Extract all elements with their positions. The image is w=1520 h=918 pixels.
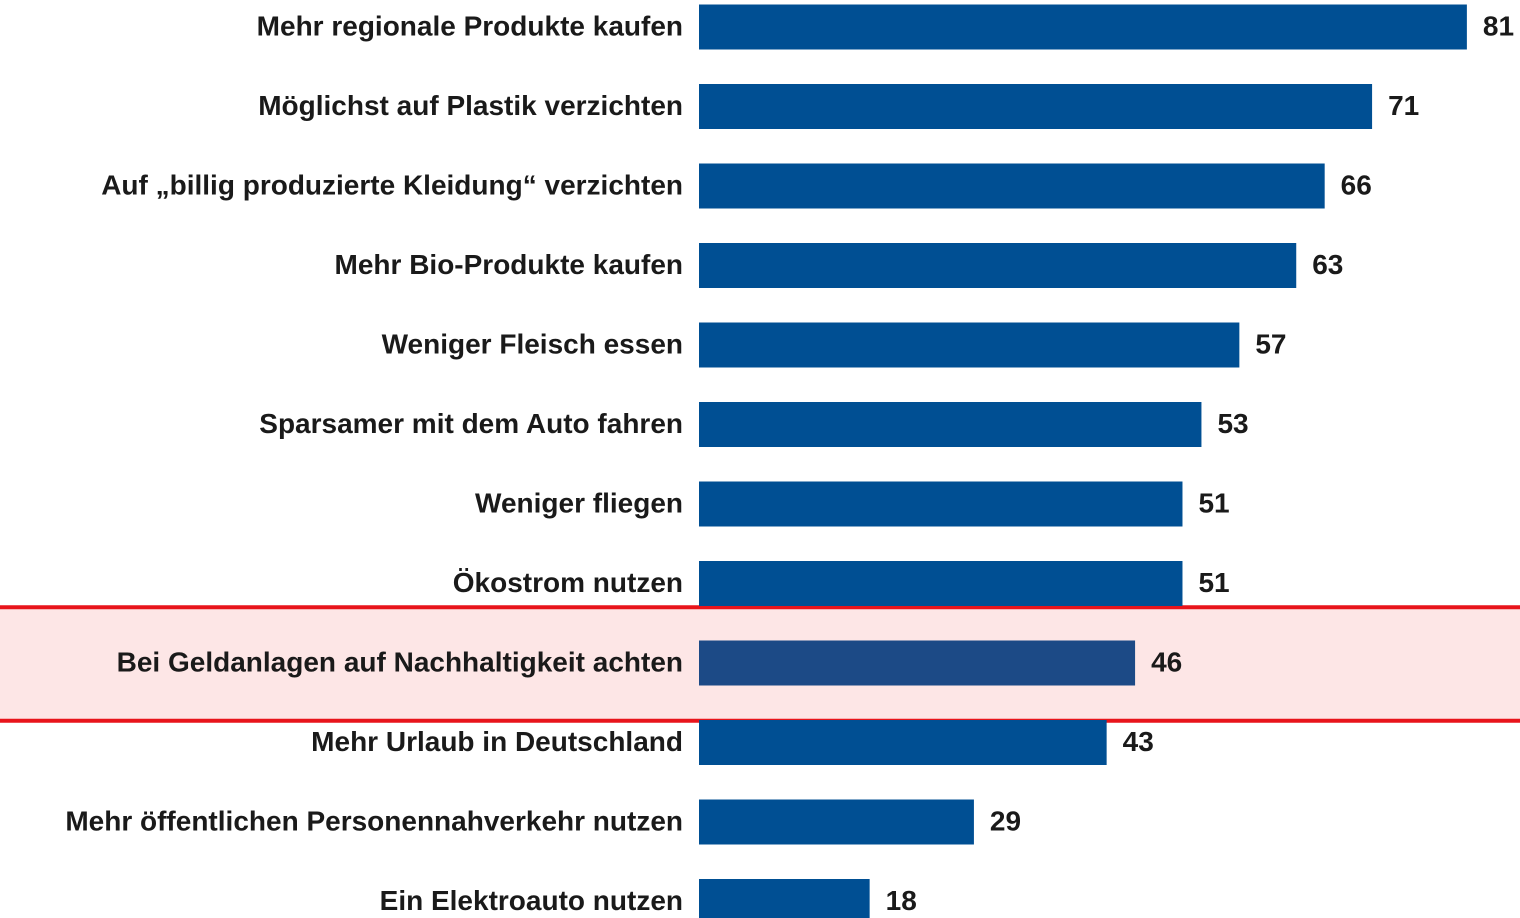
value-label: 81 — [1483, 10, 1514, 41]
value-label: 43 — [1123, 726, 1154, 757]
bar — [699, 84, 1373, 129]
category-label: Mehr regionale Produkte kaufen — [257, 10, 683, 41]
value-label: 46 — [1151, 646, 1182, 677]
category-label: Bei Geldanlagen auf Nachhaltigkeit achte… — [117, 646, 683, 677]
category-label: Möglichst auf Plastik verzichten — [258, 90, 683, 121]
category-label: Ein Elektroauto nutzen — [380, 885, 683, 916]
bar — [699, 640, 1136, 686]
category-label: Mehr öffentlichen Personennahverkehr nut… — [65, 805, 683, 836]
bar — [699, 322, 1240, 368]
value-label: 71 — [1388, 90, 1419, 121]
category-label: Ökostrom nutzen — [453, 567, 683, 598]
bar — [699, 481, 1183, 527]
bar — [699, 799, 974, 845]
category-label: Sparsamer mit dem Auto fahren — [259, 408, 683, 439]
value-label: 29 — [990, 805, 1021, 836]
value-label: 51 — [1198, 487, 1229, 518]
bar — [699, 402, 1202, 447]
value-label: 18 — [886, 885, 917, 916]
bar — [699, 243, 1297, 288]
category-label: Mehr Urlaub in Deutschland — [311, 726, 683, 757]
bar — [699, 879, 870, 918]
bar — [699, 561, 1183, 606]
value-label: 57 — [1255, 328, 1286, 359]
category-label: Mehr Bio-Produkte kaufen — [335, 249, 683, 280]
category-label: Auf „billig produzierte Kleidung“ verzic… — [101, 169, 683, 200]
bar — [699, 163, 1325, 209]
bar — [699, 4, 1467, 50]
value-label: 51 — [1198, 567, 1229, 598]
bar — [699, 720, 1107, 765]
value-label: 63 — [1312, 249, 1343, 280]
value-label: 66 — [1341, 169, 1372, 200]
value-label: 53 — [1217, 408, 1248, 439]
category-label: Weniger fliegen — [475, 487, 683, 518]
category-label: Weniger Fleisch essen — [382, 328, 683, 359]
